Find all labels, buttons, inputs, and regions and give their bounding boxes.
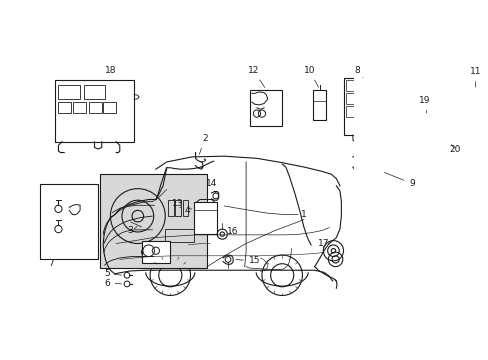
Text: 18: 18 [104, 66, 116, 80]
Text: 9: 9 [384, 172, 414, 188]
Bar [194, 202, 217, 234]
Bar [345, 93, 380, 104]
Text: 17: 17 [318, 239, 329, 248]
Text: 4: 4 [179, 206, 189, 215]
Text: 14: 14 [205, 179, 217, 193]
Text: 15: 15 [235, 256, 260, 265]
Bar [165, 229, 194, 242]
Bar [313, 90, 325, 120]
Bar [41, 184, 98, 260]
Bar [59, 102, 71, 113]
Bar [103, 102, 116, 113]
Bar [59, 85, 80, 99]
Bar [73, 102, 86, 113]
Bar [168, 200, 174, 216]
Text: 20: 20 [449, 145, 460, 154]
Bar [345, 80, 380, 91]
Text: 1: 1 [300, 210, 306, 219]
Text: 11: 11 [469, 67, 480, 87]
Text: 13: 13 [171, 199, 191, 209]
Text: 6: 6 [104, 279, 121, 288]
Bar [345, 106, 380, 117]
Bar [343, 77, 383, 135]
Text: 16: 16 [227, 228, 238, 237]
Text: 2: 2 [199, 134, 207, 154]
Bar [100, 174, 207, 268]
Text: 7: 7 [48, 259, 54, 268]
Text: 3: 3 [127, 226, 133, 235]
Bar [83, 85, 105, 99]
Text: 12: 12 [247, 66, 264, 87]
Bar [249, 90, 282, 126]
Bar [142, 241, 169, 263]
Bar [175, 200, 181, 216]
Bar [182, 200, 188, 216]
Text: 8: 8 [354, 66, 362, 77]
Bar [88, 102, 102, 113]
Bar [55, 80, 134, 142]
Text: 5: 5 [104, 269, 121, 278]
Text: 10: 10 [303, 66, 318, 87]
Text: 19: 19 [419, 96, 430, 113]
